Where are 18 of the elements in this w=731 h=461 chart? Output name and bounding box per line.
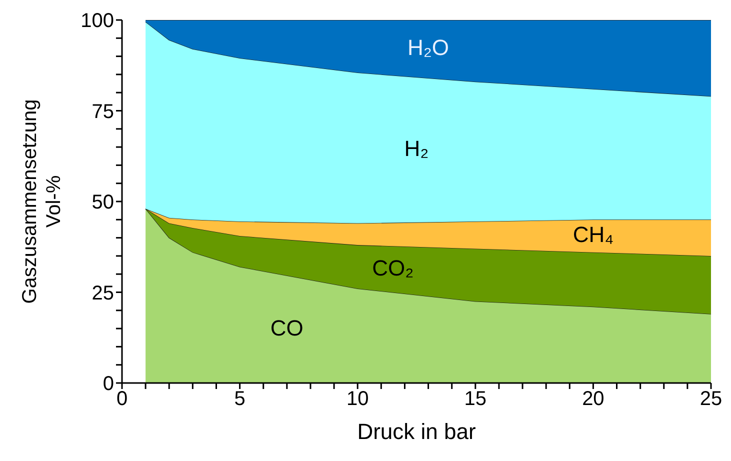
x-tick-label: 0 — [116, 388, 128, 410]
y-tick-label: 100 — [80, 10, 114, 32]
x-tick-label: 20 — [582, 388, 604, 410]
series-label: H₂O — [408, 34, 450, 60]
y-axis-title: Gaszusammensetzung Vol-% — [19, 99, 65, 304]
y-tick-label: 25 — [92, 282, 114, 304]
series-label: CH₄ — [572, 222, 614, 247]
y-tick-label: 50 — [92, 192, 114, 214]
x-tick-label: 5 — [234, 388, 246, 410]
x-tick-label: 10 — [346, 388, 369, 410]
series-label: CO — [270, 315, 304, 340]
y-tick-label: 75 — [92, 100, 114, 123]
series-label: CO₂ — [372, 255, 414, 280]
x-tick-label: 25 — [700, 388, 722, 410]
x-tick-label: 15 — [464, 388, 487, 410]
x-axis-title: Druck in bar — [357, 419, 476, 444]
series-label: H₂ — [404, 136, 429, 161]
y-tick-label: 0 — [102, 373, 114, 396]
